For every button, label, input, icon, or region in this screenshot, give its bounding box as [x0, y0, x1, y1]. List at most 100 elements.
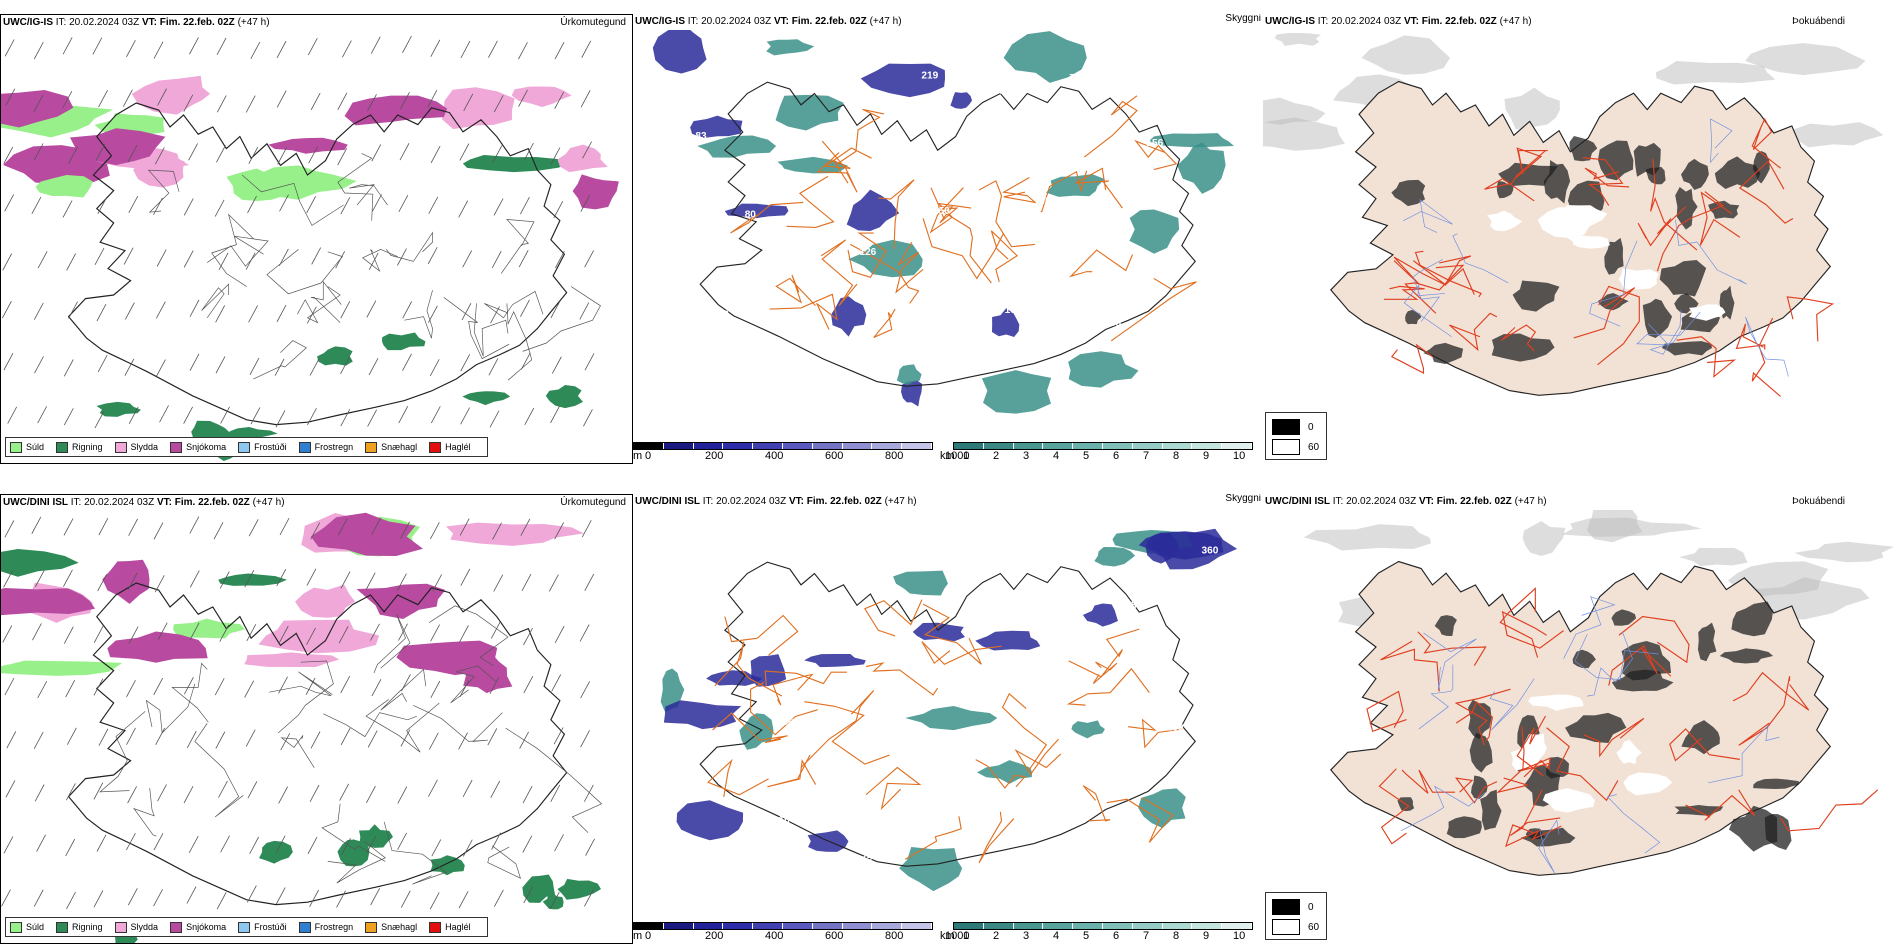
scale-tick-label: m [633, 930, 643, 942]
visibility-label: 121 [1010, 677, 1027, 688]
river-line [310, 280, 342, 323]
wind-barb [189, 570, 200, 588]
wind-barb [63, 626, 74, 644]
wind-barb [275, 887, 286, 905]
fog-area [1618, 268, 1659, 290]
legend-swatch [114, 921, 127, 933]
fog-area [1753, 778, 1799, 789]
wind-barb [92, 37, 103, 55]
wind-barb [550, 405, 560, 424]
fog-area [1633, 142, 1661, 177]
road-line [1751, 317, 1781, 397]
road-line [1014, 738, 1062, 776]
road-line [1685, 789, 1756, 821]
scale-bin [954, 923, 984, 929]
wind-barb [402, 301, 413, 319]
river-line [386, 231, 433, 262]
scale-tick-label: 10 [1233, 450, 1246, 462]
precip-map[interactable] [1, 511, 632, 943]
road-line [1583, 717, 1645, 758]
road-line [1732, 671, 1810, 711]
wind-barb [488, 358, 499, 376]
fog-area [1674, 805, 1724, 816]
visibility-map[interactable]: 156 360 168 107 153 403 246 154 115 99 104 133 137 10… [633, 510, 1263, 918]
wind-barb [585, 838, 595, 856]
precip-map[interactable] [1, 31, 632, 463]
precip-area [218, 573, 287, 586]
fog-map[interactable] [1263, 30, 1900, 464]
legend-swatch [56, 441, 69, 453]
scale-tick-label: 400 [765, 450, 784, 462]
wind-barb [335, 251, 346, 269]
fog-area [1661, 341, 1712, 356]
wind-barb [489, 676, 500, 695]
visibility-label: 96 [1112, 162, 1124, 173]
road-line [1573, 287, 1636, 339]
wind-barb [186, 886, 197, 904]
fog-area [1566, 235, 1611, 249]
legend-label: Frostúði [254, 922, 287, 932]
fog-map-svg [1303, 510, 1895, 876]
river-line [1423, 632, 1477, 691]
wind-barb [341, 838, 351, 856]
wind-barb [65, 679, 76, 698]
wind-barb [278, 625, 289, 644]
wind-barb [68, 301, 78, 319]
legend-item: Slydda [114, 441, 158, 453]
model-name: UWC/IG-IS [1265, 16, 1315, 27]
wind-barb [216, 95, 227, 113]
wind-barb [274, 358, 285, 376]
wind-barb [583, 784, 594, 802]
wind-barb [63, 359, 74, 377]
wind-barb [429, 359, 440, 377]
wind-barb [458, 891, 469, 909]
wind-barb [307, 38, 318, 56]
wind-barb [580, 681, 591, 699]
scale-bin [1102, 923, 1133, 929]
visibility-label: 145 [1131, 689, 1148, 700]
road-line [1519, 757, 1552, 778]
road-line [865, 766, 922, 811]
wind-barb [371, 678, 382, 697]
wind-barb [93, 782, 104, 800]
wind-barb [398, 406, 409, 424]
legend-swatch [170, 921, 183, 933]
fog-area [1274, 33, 1322, 46]
wind-barb [459, 518, 470, 536]
scale-bin [983, 443, 1014, 449]
scale-tick-label: 2 [993, 930, 1000, 942]
fog-area [1680, 158, 1709, 191]
road-line [1454, 688, 1511, 746]
road-line [1001, 692, 1048, 772]
fog-area [1361, 35, 1451, 75]
model-name: UWC/DINI ISL [635, 496, 700, 507]
scale-bin [1043, 443, 1074, 449]
panel-header: UWC/IG-IS IT: 20.02.2024 03Z VT: Fim. 22… [1263, 14, 1900, 32]
wind-barb [371, 144, 382, 162]
wind-barb [462, 779, 473, 797]
panel-title: Þokuábendi [1792, 496, 1845, 507]
road-line [1366, 690, 1407, 733]
visibility-area [846, 189, 900, 232]
precip-area [356, 583, 446, 619]
river-line [1708, 724, 1780, 784]
fog-map[interactable] [1263, 510, 1900, 944]
river-line [280, 735, 315, 768]
scale-tick-label: 8 [1173, 450, 1180, 462]
visibility-label: 105 [1034, 196, 1051, 207]
scale-tick-label: 1 [963, 930, 970, 942]
wind-barb [492, 145, 503, 163]
road-line [1092, 661, 1118, 684]
river-line [522, 286, 601, 352]
legend-swatch [238, 441, 251, 453]
wind-barb [371, 517, 381, 536]
fog-area [1659, 259, 1707, 297]
fog-area [1623, 772, 1673, 796]
legend-label: Haglél [445, 442, 471, 452]
wind-barb [584, 573, 595, 591]
visibility-map[interactable]: 68 155 229 173 83 156 96 50 79 105 254 201 178 254 45 1… [633, 30, 1263, 438]
scale-tick-label: 800 [885, 930, 904, 942]
wind-barb [4, 520, 15, 538]
river-line [1649, 309, 1682, 355]
river-line [1587, 631, 1633, 697]
